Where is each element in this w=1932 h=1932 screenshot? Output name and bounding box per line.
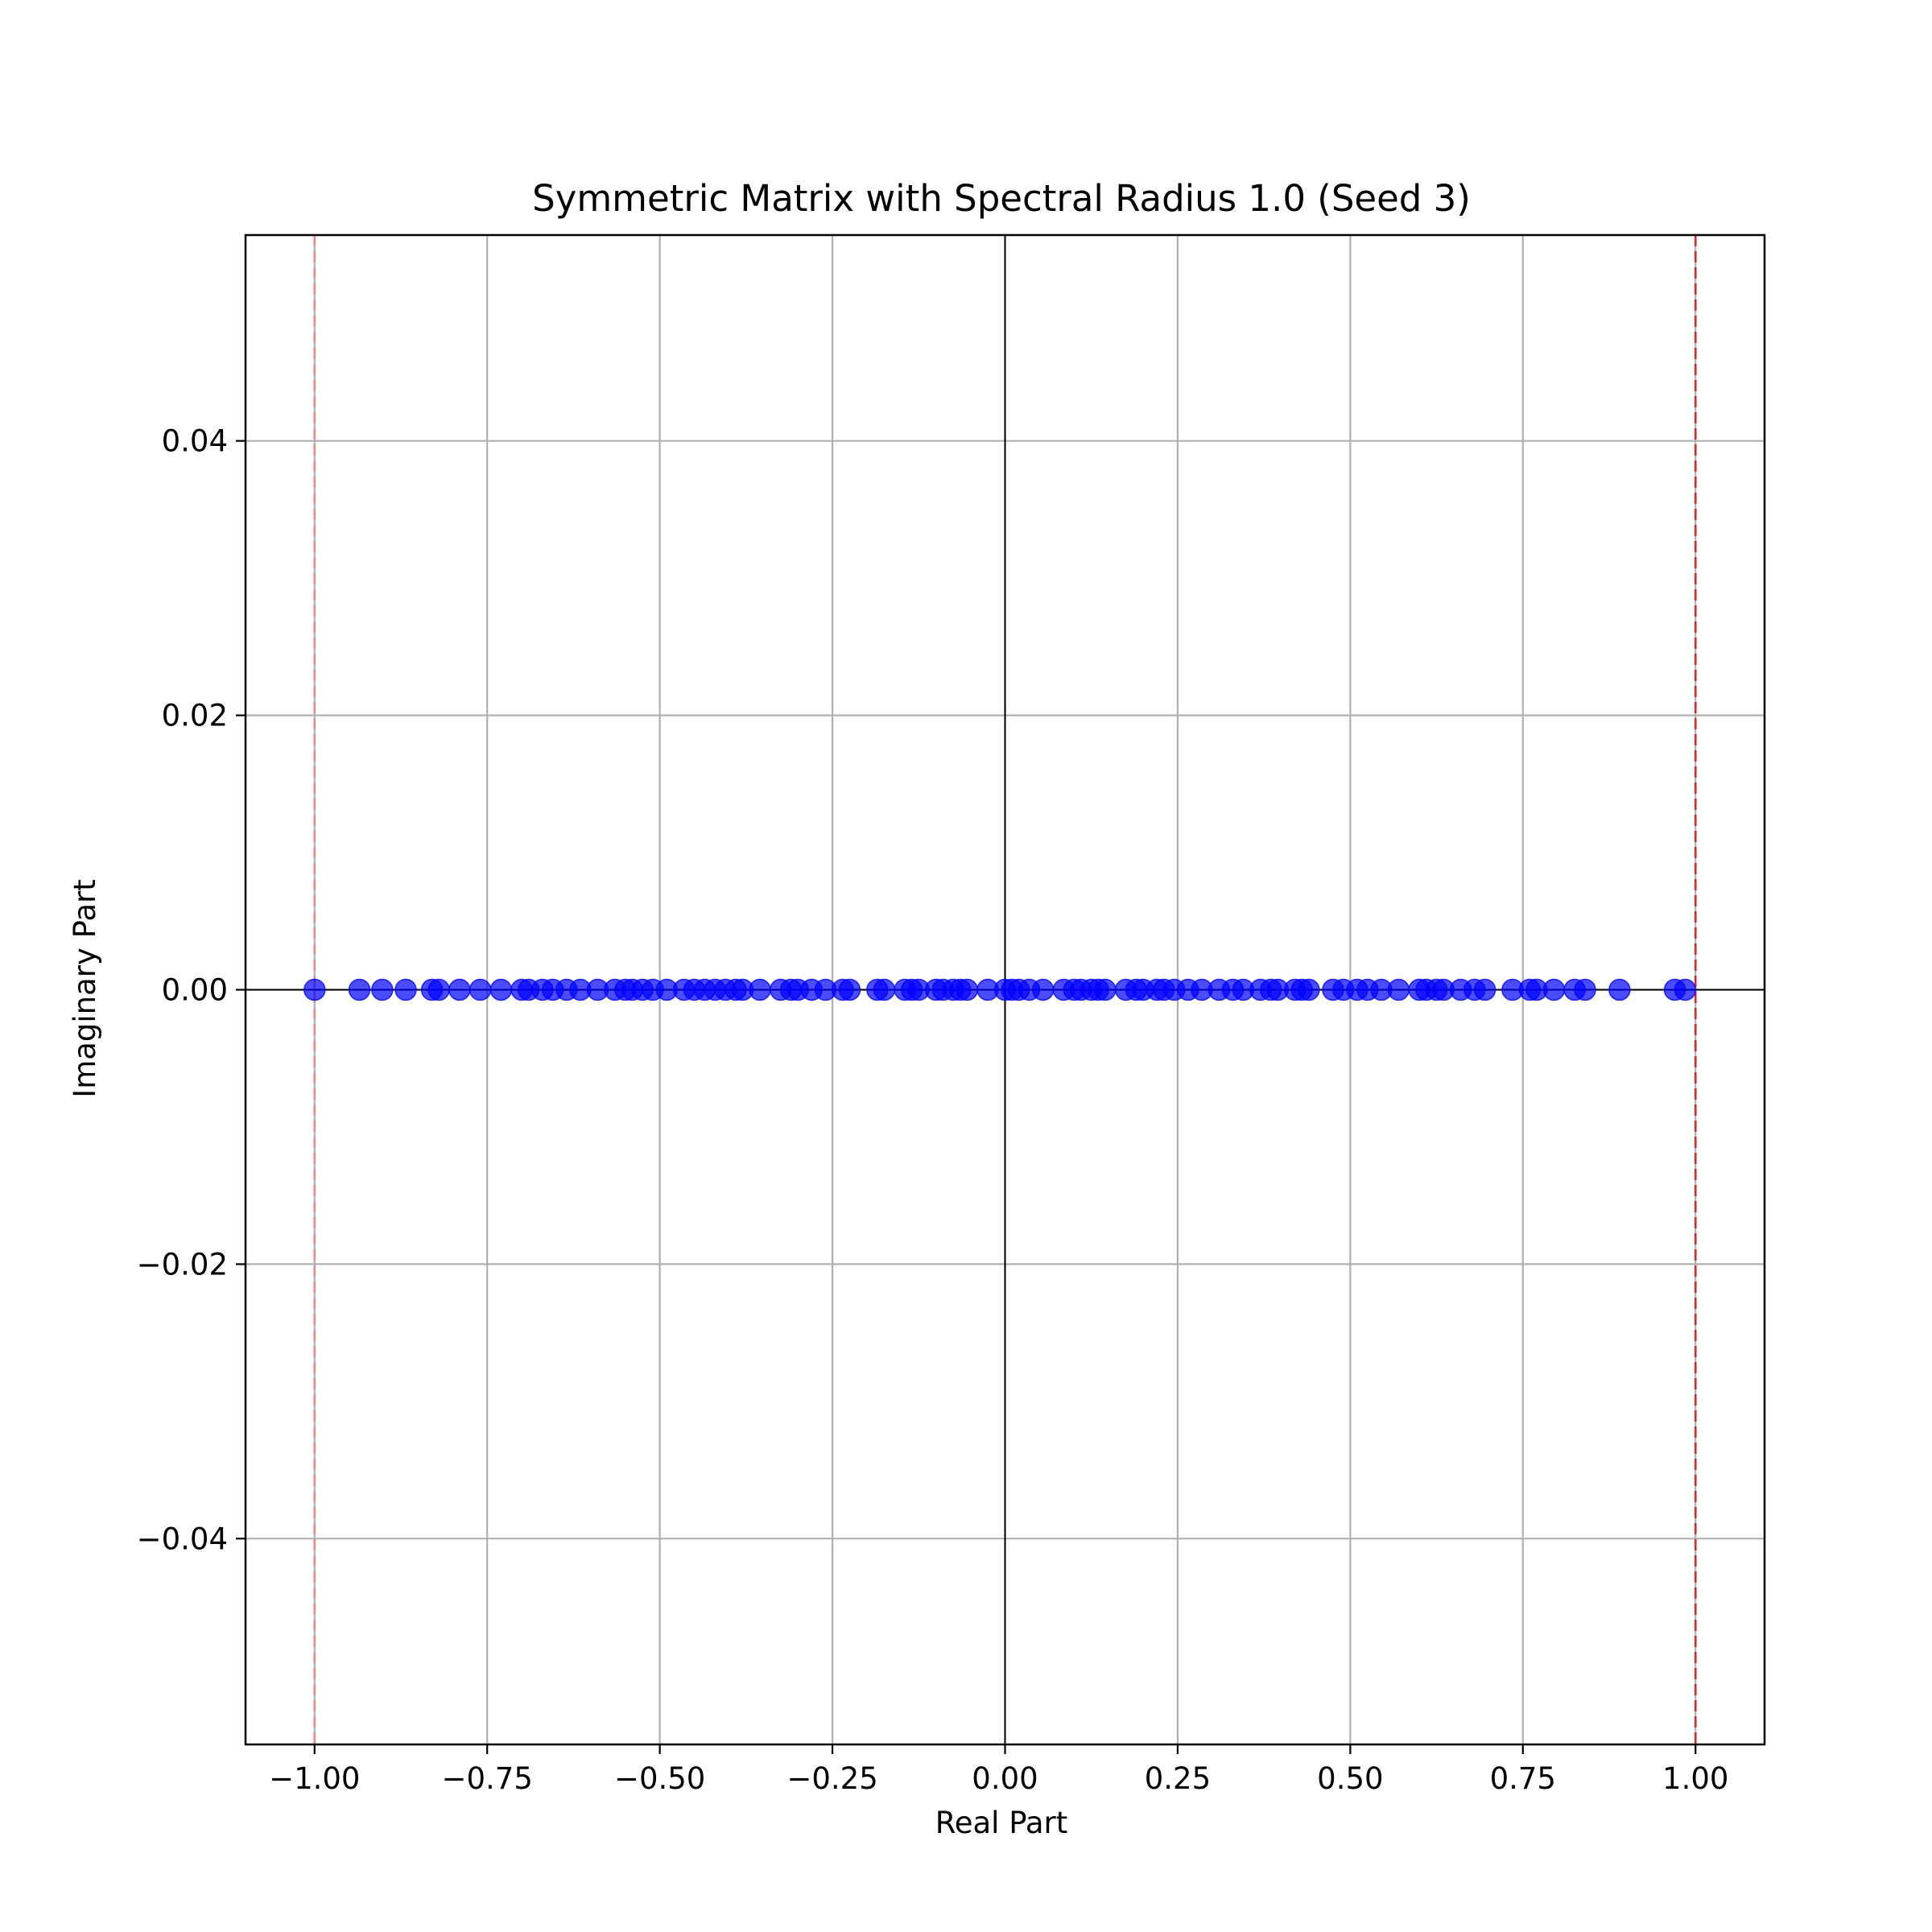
eigenvalue-point bbox=[1031, 978, 1055, 1001]
x-tick-label: −0.50 bbox=[614, 1761, 705, 1796]
y-axis-title: Imaginary Part bbox=[68, 879, 102, 1097]
eigenvalue-point bbox=[448, 978, 471, 1001]
data-points bbox=[303, 978, 1697, 1001]
eigenvalue-point bbox=[1674, 978, 1697, 1001]
x-axis-ticks: −1.00 −0.75 −0.50 −0.25 0.00 0.25 0.50 0.75 1.00 bbox=[269, 1744, 1728, 1796]
eigenvalue-point bbox=[1298, 978, 1320, 1001]
reference-lines bbox=[313, 235, 1697, 1744]
eigenvalue-point bbox=[427, 978, 450, 1001]
eigenvalue-point bbox=[1387, 978, 1410, 1001]
eigenvalue-point bbox=[348, 978, 371, 1001]
eigenvalue-point bbox=[1542, 978, 1566, 1001]
y-axis-ticks: 0.04 0.02 0.00 −0.02 −0.04 bbox=[137, 424, 246, 1556]
y-tick-label: −0.04 bbox=[137, 1521, 228, 1556]
eigenvalue-point bbox=[469, 978, 492, 1001]
y-tick-label: 0.00 bbox=[162, 973, 228, 1008]
y-tick-label: 0.02 bbox=[162, 699, 228, 733]
eigenvalue-point bbox=[838, 978, 861, 1001]
eigenvalue-point bbox=[749, 978, 771, 1001]
eigenvalue-point bbox=[371, 978, 394, 1001]
x-tick-label: −0.25 bbox=[786, 1761, 877, 1796]
y-tick-label: 0.04 bbox=[162, 424, 228, 459]
x-tick-label: 0.25 bbox=[1145, 1761, 1211, 1796]
eigenvalue-point bbox=[1608, 978, 1631, 1001]
y-tick-label: −0.02 bbox=[137, 1247, 228, 1282]
x-tick-label: 0.75 bbox=[1490, 1761, 1556, 1796]
x-tick-label: −1.00 bbox=[269, 1761, 360, 1796]
x-tick-label: 0.50 bbox=[1317, 1761, 1383, 1796]
eigenvalue-point bbox=[1473, 978, 1496, 1001]
x-axis-title: Real Part bbox=[935, 1806, 1068, 1840]
eigenvalue-point bbox=[1574, 978, 1596, 1001]
chart-title: Symmetric Matrix with Spectral Radius 1.… bbox=[532, 177, 1471, 220]
x-tick-label: −0.75 bbox=[442, 1761, 533, 1796]
eigenvalue-point bbox=[303, 978, 326, 1001]
eigenvalue-point bbox=[873, 978, 896, 1001]
eigenvalue-point bbox=[1094, 978, 1117, 1001]
eigenvalue-point bbox=[956, 978, 979, 1001]
x-tick-label: 0.00 bbox=[972, 1761, 1038, 1796]
eigenvalue-point bbox=[489, 978, 513, 1001]
x-tick-label: 1.00 bbox=[1662, 1761, 1728, 1796]
eigenvalue-point bbox=[394, 978, 417, 1001]
